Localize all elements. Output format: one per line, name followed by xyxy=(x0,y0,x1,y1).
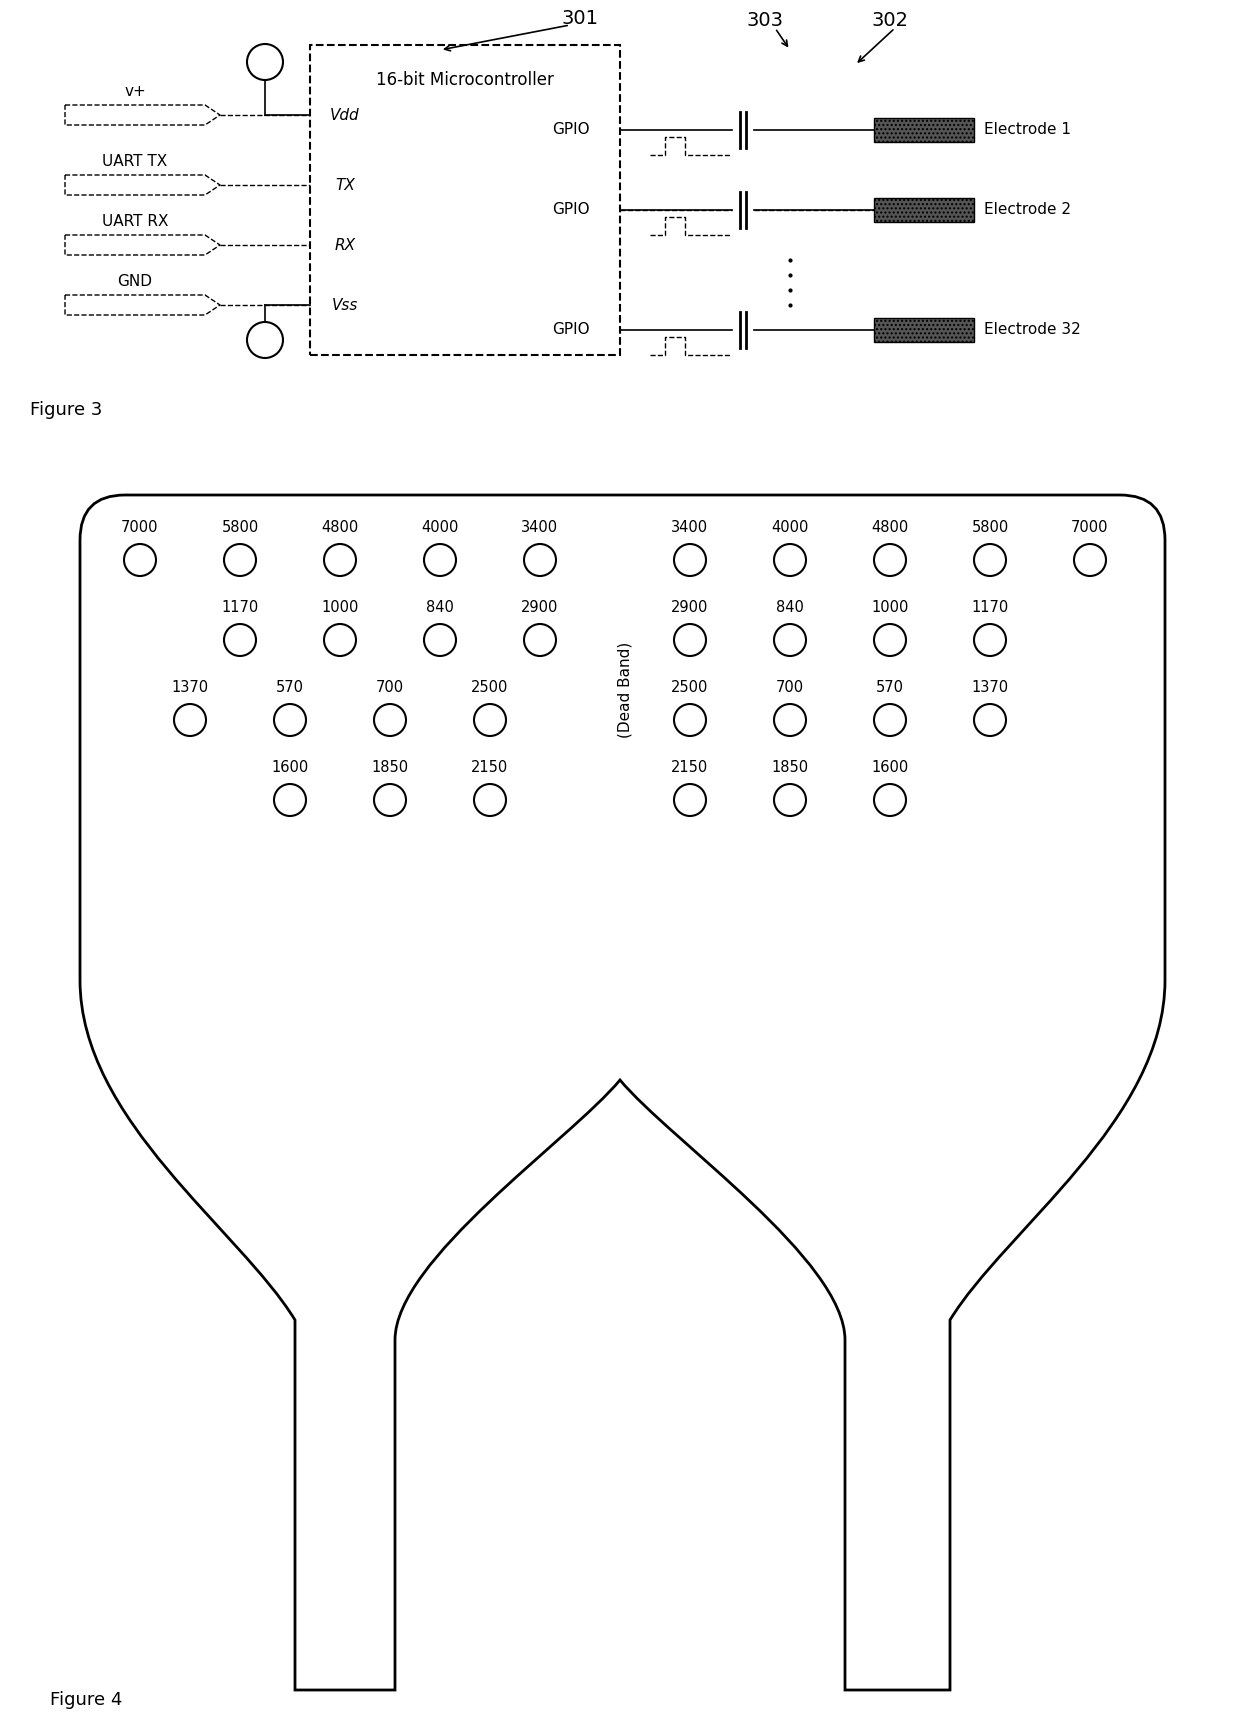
Text: Electrode 1: Electrode 1 xyxy=(985,123,1071,137)
Text: 7000: 7000 xyxy=(1071,520,1109,536)
Text: 4800: 4800 xyxy=(872,520,909,536)
Text: 7000: 7000 xyxy=(122,520,159,536)
Text: 3400: 3400 xyxy=(522,520,558,536)
Text: 5800: 5800 xyxy=(222,520,259,536)
Text: (Dead Band): (Dead Band) xyxy=(618,642,632,739)
Text: Vdd: Vdd xyxy=(330,108,360,123)
Bar xyxy=(874,317,973,342)
Text: 1170: 1170 xyxy=(971,600,1008,616)
Text: 1370: 1370 xyxy=(971,680,1008,695)
Text: GPIO: GPIO xyxy=(552,203,590,217)
Text: UART TX: UART TX xyxy=(103,154,167,168)
Text: v+: v+ xyxy=(124,83,146,99)
Text: 5800: 5800 xyxy=(971,520,1008,536)
Text: 570: 570 xyxy=(277,680,304,695)
Text: 2150: 2150 xyxy=(471,759,508,775)
Text: 4800: 4800 xyxy=(321,520,358,536)
Text: 3400: 3400 xyxy=(671,520,708,536)
Text: 1850: 1850 xyxy=(771,759,808,775)
Bar xyxy=(874,118,973,142)
Text: 570: 570 xyxy=(875,680,904,695)
Text: 16-bit Microcontroller: 16-bit Microcontroller xyxy=(376,71,554,88)
Text: 1000: 1000 xyxy=(872,600,909,616)
Text: GPIO: GPIO xyxy=(552,323,590,338)
Text: TX: TX xyxy=(335,177,355,192)
Text: 303: 303 xyxy=(746,10,784,29)
Text: 2500: 2500 xyxy=(671,680,709,695)
Text: 840: 840 xyxy=(776,600,804,616)
Text: Figure 3: Figure 3 xyxy=(30,401,103,420)
Text: 1000: 1000 xyxy=(321,600,358,616)
Bar xyxy=(310,45,620,355)
Text: 1600: 1600 xyxy=(872,759,909,775)
Text: GPIO: GPIO xyxy=(552,123,590,137)
Text: 2900: 2900 xyxy=(671,600,709,616)
Text: 1850: 1850 xyxy=(372,759,408,775)
Bar xyxy=(874,198,973,222)
Text: UART RX: UART RX xyxy=(102,213,169,229)
Text: Electrode 32: Electrode 32 xyxy=(985,323,1081,338)
Text: 301: 301 xyxy=(562,9,599,28)
Text: 1370: 1370 xyxy=(171,680,208,695)
Text: 1170: 1170 xyxy=(222,600,259,616)
Text: 840: 840 xyxy=(427,600,454,616)
PathPatch shape xyxy=(81,494,1166,1691)
Text: 700: 700 xyxy=(376,680,404,695)
Text: 700: 700 xyxy=(776,680,804,695)
Text: 4000: 4000 xyxy=(771,520,808,536)
Text: 1600: 1600 xyxy=(272,759,309,775)
Text: 2150: 2150 xyxy=(671,759,708,775)
Text: 2900: 2900 xyxy=(521,600,559,616)
Text: 4000: 4000 xyxy=(422,520,459,536)
Text: Figure 4: Figure 4 xyxy=(50,1691,123,1710)
Text: Vss: Vss xyxy=(332,298,358,312)
Text: Electrode 2: Electrode 2 xyxy=(985,203,1071,217)
Text: GND: GND xyxy=(118,274,153,288)
Text: 2500: 2500 xyxy=(471,680,508,695)
Text: 302: 302 xyxy=(872,10,909,29)
Text: RX: RX xyxy=(335,238,356,253)
